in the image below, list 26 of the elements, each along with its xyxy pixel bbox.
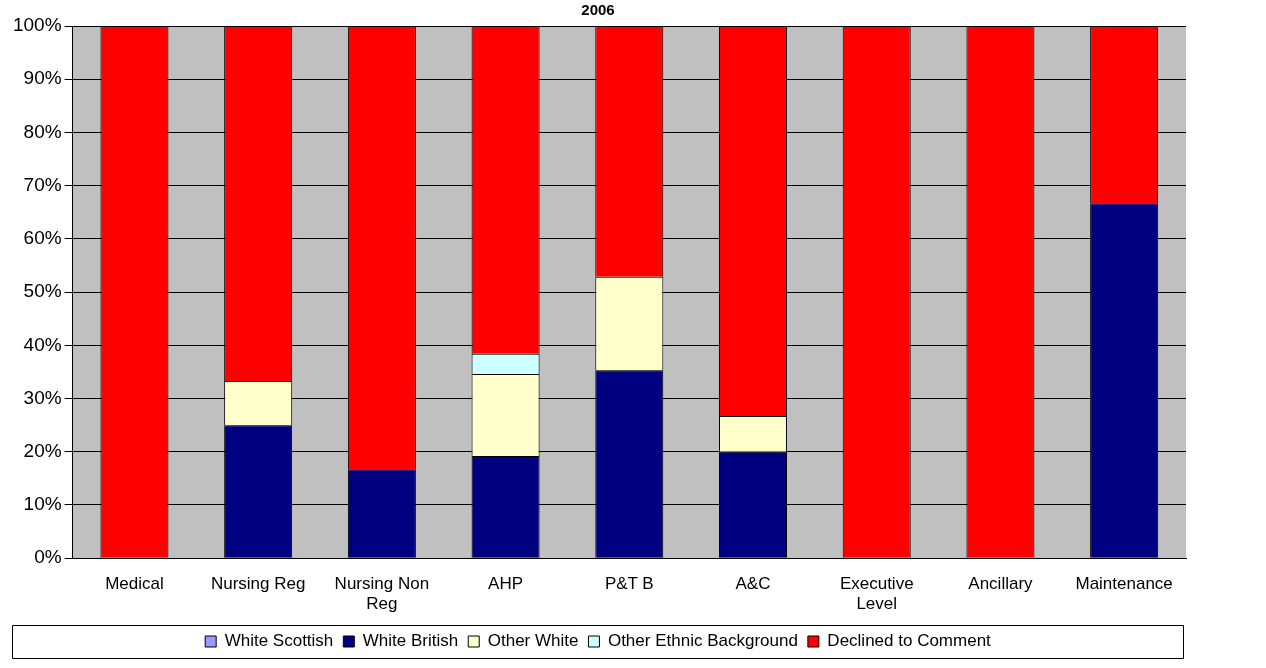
x-tick-label: AHP bbox=[488, 574, 524, 594]
x-tick-label: Maintenance bbox=[1075, 574, 1173, 594]
x-tick-label: Ancillary bbox=[968, 574, 1034, 594]
x-tick-label: Medical bbox=[105, 574, 164, 594]
legend-label: White British bbox=[362, 631, 459, 651]
y-tick-label: 0% bbox=[34, 546, 62, 568]
y-tick-label: 50% bbox=[23, 280, 62, 302]
y-tick-label: 20% bbox=[23, 439, 62, 461]
legend-label: Declined to Comment bbox=[827, 631, 992, 651]
y-tick-label: 70% bbox=[23, 173, 62, 195]
y-tick-label: 80% bbox=[23, 120, 62, 142]
chart-title: 2006 bbox=[581, 1, 615, 19]
y-tick-label: 10% bbox=[23, 493, 62, 515]
y-tick-label: 100% bbox=[12, 14, 62, 36]
x-tick-label: P&T B bbox=[604, 574, 654, 594]
x-tick-label: Nursing Reg bbox=[210, 574, 306, 594]
y-tick-label: 40% bbox=[23, 333, 62, 355]
y-tick-label: 30% bbox=[23, 386, 62, 408]
y-tick-label: 90% bbox=[23, 67, 62, 89]
x-tick-label: Nursing Non Reg bbox=[334, 574, 430, 614]
x-tick-label: A&C bbox=[735, 574, 771, 594]
legend-label: Other Ethnic Background bbox=[607, 631, 798, 651]
x-tick-label: Executive Level bbox=[839, 574, 914, 614]
legend-label: White Scottish bbox=[224, 631, 334, 651]
y-tick-label: 60% bbox=[23, 227, 62, 249]
legend-label: Other White bbox=[487, 631, 579, 651]
